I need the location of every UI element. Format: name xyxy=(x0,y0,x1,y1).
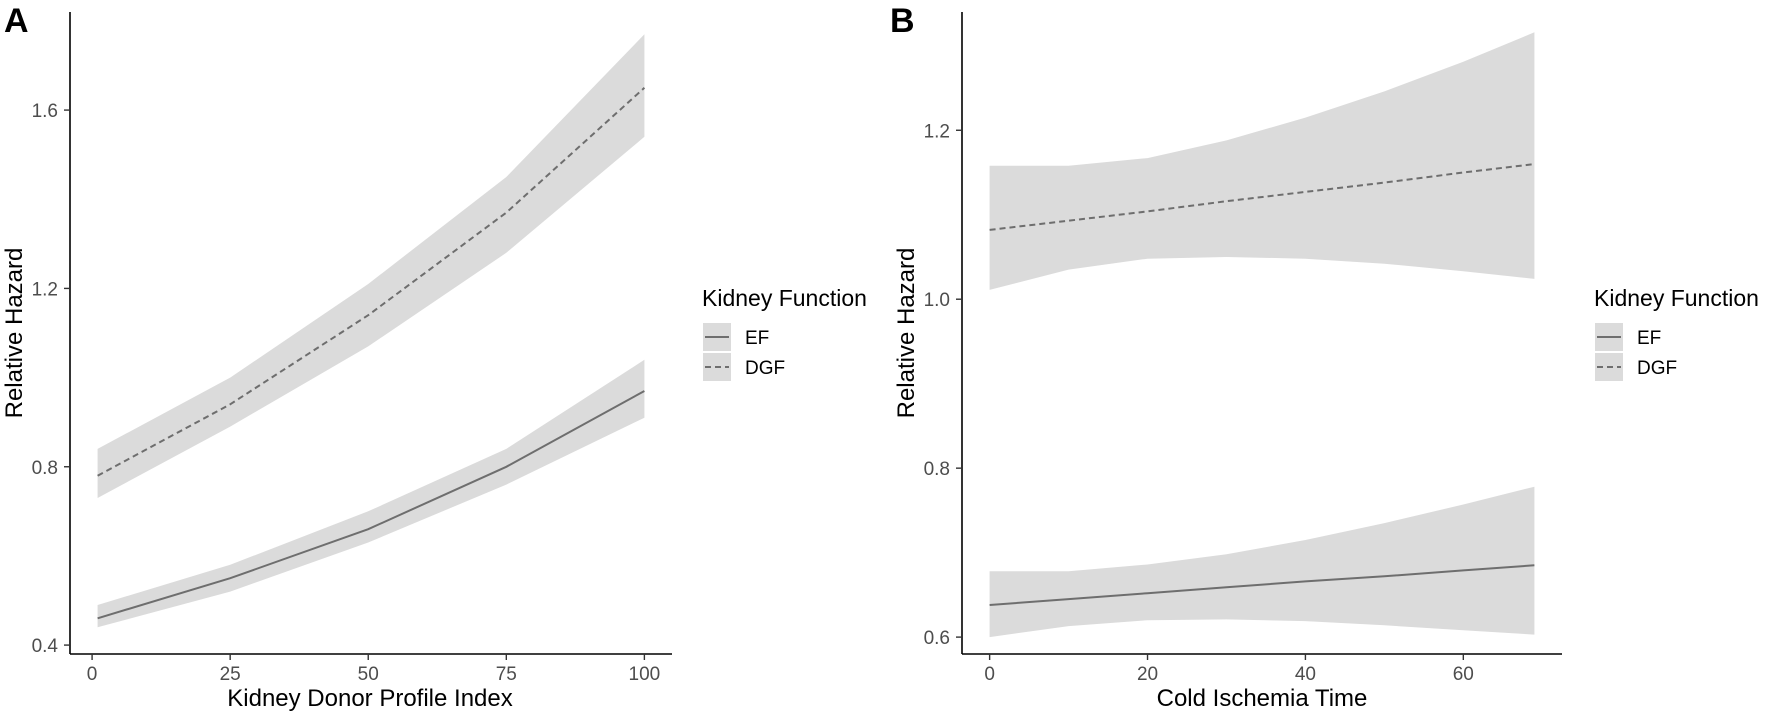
panel-a-x-tick-label: 50 xyxy=(358,664,379,685)
panel-b-legend-label-ef: EF xyxy=(1637,328,1661,349)
panel-a-ribbon-ef xyxy=(97,359,645,628)
panel-b-x-tick-label: 0 xyxy=(984,664,995,685)
panel-b-x-axis-title: Cold Ischemia Time xyxy=(1157,685,1368,712)
panel-letter-b: B xyxy=(890,2,915,40)
panel-b-legend-title: Kidney Function xyxy=(1594,285,1759,311)
panel-b-y-tick-label: 0.8 xyxy=(924,459,950,480)
panel-b-x-tick-label: 40 xyxy=(1295,664,1316,685)
panel-a-ribbons xyxy=(97,34,645,628)
panel-b-ribbon-ef xyxy=(989,486,1535,638)
panel-b-ribbons xyxy=(989,32,1535,638)
panel-a-x-ticks: 0 25 50 75 100 xyxy=(87,654,660,685)
panel-b-ribbon-dgf xyxy=(989,32,1535,290)
panel-a-x-tick-label: 75 xyxy=(496,664,517,685)
panel-a-x-tick-label: 100 xyxy=(629,664,661,685)
panel-a: A 0.4 0.8 1.2 1.6 0 25 50 75 100 Kidney Donor P… xyxy=(1,2,867,712)
panel-b-legend-label-dgf: DGF xyxy=(1637,358,1677,379)
panel-b-x-ticks: 0 20 40 60 xyxy=(984,654,1474,685)
panel-b-y-ticks: 0.6 0.8 1.0 1.2 xyxy=(924,121,962,649)
panel-a-legend-item-dgf: DGF xyxy=(703,353,785,381)
panel-b-line-dgf xyxy=(989,163,1535,231)
panel-a-y-tick-label: 0.8 xyxy=(32,458,58,479)
panel-a-ribbon-dgf xyxy=(97,34,645,499)
panel-a-y-ticks: 0.4 0.8 1.2 1.6 xyxy=(32,101,70,657)
panel-a-legend-item-ef: EF xyxy=(703,323,769,351)
panel-letter-a: A xyxy=(4,2,29,40)
panel-a-x-axis-title: Kidney Donor Profile Index xyxy=(227,685,513,712)
panel-a-y-axis-title: Relative Hazard xyxy=(1,248,28,419)
panel-a-legend-label-ef: EF xyxy=(745,328,769,349)
panel-b: B 0.6 0.8 1.0 1.2 0 20 40 60 Cold Ischemia Tim… xyxy=(890,2,1759,712)
panel-a-legend-label-dgf: DGF xyxy=(745,358,785,379)
panel-a-y-tick-label: 0.4 xyxy=(32,636,59,657)
panel-a-y-tick-label: 1.6 xyxy=(32,101,58,122)
panel-b-y-tick-label: 0.6 xyxy=(924,628,950,649)
panel-a-x-tick-label: 25 xyxy=(220,664,241,685)
panel-a-x-tick-label: 0 xyxy=(87,664,98,685)
panel-a-y-tick-label: 1.2 xyxy=(32,279,58,300)
panel-b-legend-item-ef: EF xyxy=(1595,323,1661,351)
panel-b-x-tick-label: 60 xyxy=(1453,664,1474,685)
panel-b-line-ef xyxy=(989,564,1535,606)
panel-a-line-ef xyxy=(97,390,645,620)
panel-b-y-axis-title: Relative Hazard xyxy=(893,248,920,419)
panel-b-y-tick-label: 1.2 xyxy=(924,121,950,142)
panel-b-y-tick-label: 1.0 xyxy=(924,290,950,311)
panel-a-line-dgf xyxy=(97,87,646,477)
panel-b-x-tick-label: 20 xyxy=(1137,664,1158,685)
panel-b-legend-item-dgf: DGF xyxy=(1595,353,1677,381)
panel-b-lines xyxy=(989,163,1535,606)
panel-b-legend: Kidney Function EF DGF xyxy=(1594,285,1759,381)
panel-a-legend: Kidney Function EF DGF xyxy=(702,285,867,381)
panel-a-legend-title: Kidney Function xyxy=(702,285,867,311)
panel-a-lines xyxy=(97,87,646,620)
